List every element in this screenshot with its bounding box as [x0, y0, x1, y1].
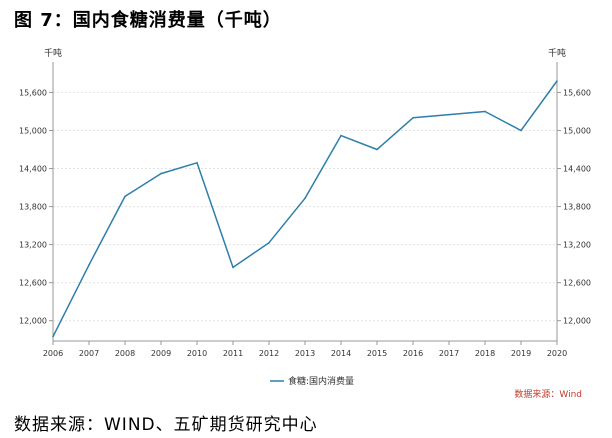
y-tick-label-left: 12,600: [19, 279, 47, 288]
y-tick-label-left: 12,000: [19, 317, 47, 326]
y-tick-label-left: 15,000: [19, 126, 47, 135]
y-tick-label-right: 13,800: [563, 203, 591, 212]
data-point: [520, 129, 522, 132]
figure-title: 图 7：国内食糖消费量（千吨）: [14, 10, 282, 31]
x-tick-label: 2014: [331, 349, 351, 358]
data-point: [484, 110, 486, 113]
x-tick-label: 2017: [439, 349, 459, 358]
data-point: [124, 195, 126, 198]
data-point: [556, 80, 558, 82]
y-tick-label-left: 13,200: [19, 241, 47, 250]
y-axis-unit-right: 千吨: [548, 47, 566, 59]
data-point: [448, 113, 450, 116]
x-tick-label: 2015: [367, 349, 387, 358]
x-tick-label: 2019: [511, 349, 531, 358]
data-point: [232, 266, 234, 269]
x-tick-label: 2012: [259, 349, 279, 358]
y-tick-label-right: 12,600: [563, 279, 591, 288]
x-tick-label: 2009: [151, 349, 171, 358]
y-tick-label-left: 15,600: [19, 88, 47, 97]
chart-source-label: 数据来源：Wind: [514, 388, 582, 400]
y-tick-label-right: 13,200: [563, 241, 591, 250]
gridlines: [49, 91, 561, 322]
data-point: [412, 117, 414, 119]
series-line: [52, 80, 558, 337]
x-tick-label: 2007: [79, 349, 99, 358]
chart-area: 千吨 千吨 12,000 12,600 13,200 13,800 14,400 15,0…: [0, 40, 612, 408]
data-point: [340, 134, 342, 137]
x-tick-label: 2020: [547, 349, 567, 358]
legend: 食糖:国内消费量: [270, 375, 354, 387]
x-tick-labels: 2006 2007 2008 2009 2010 2011 2012 2013 2014 2015…: [43, 341, 567, 358]
source-note: 数据来源：WIND、五矿期货研究中心: [14, 415, 318, 435]
x-tick-label: 2011: [223, 349, 243, 358]
y-axis-unit-left: 千吨: [44, 47, 62, 59]
y-tick-labels-right: 12,000 12,600 13,200 13,800 14,400 15,000 15,6…: [563, 88, 591, 325]
y-tick-label-right: 15,000: [563, 126, 591, 135]
x-tick-label: 2013: [295, 349, 315, 358]
data-point: [304, 197, 306, 200]
x-tick-label: 2018: [475, 349, 495, 358]
legend-label: 食糖:国内消费量: [288, 375, 354, 387]
y-tick-label-right: 15,600: [563, 88, 591, 97]
y-tick-label-right: 14,400: [563, 165, 591, 174]
data-point: [376, 148, 378, 151]
x-tick-label: 2010: [187, 349, 207, 358]
y-tick-labels-left: 12,000 12,600 13,200 13,800 14,400 15,000 15,6…: [19, 88, 47, 325]
y-tick-label-left: 13,800: [19, 203, 47, 212]
data-point: [52, 335, 54, 338]
x-tick-label: 2006: [43, 349, 63, 358]
x-tick-label: 2016: [403, 349, 423, 358]
data-point: [88, 264, 90, 266]
data-point: [160, 172, 162, 175]
data-point: [196, 162, 198, 164]
data-point: [268, 241, 270, 244]
series-group: [52, 80, 558, 338]
line-chart: 千吨 千吨 12,000 12,600 13,200 13,800 14,400 15,0…: [19, 47, 591, 400]
y-tick-label-right: 12,000: [563, 317, 591, 326]
y-tick-label-left: 14,400: [19, 165, 47, 174]
x-tick-label: 2008: [115, 349, 135, 358]
